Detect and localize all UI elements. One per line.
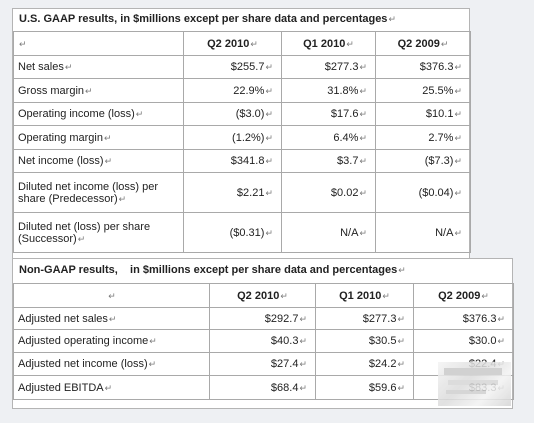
- value-cell: N/A↵: [375, 212, 471, 253]
- value-cell: $30.5↵: [315, 329, 414, 353]
- value-cell: $277.3↵: [315, 307, 414, 330]
- value-cell: $40.3↵: [209, 329, 316, 353]
- value-cell: ($7.3)↵: [375, 149, 471, 173]
- value-cell: $0.02↵: [281, 172, 376, 213]
- table-row: Diluted net income (loss) per share (Pre…: [13, 172, 471, 213]
- row-label-cell: Gross margin↵: [13, 78, 184, 103]
- non-gaap-title: Non-GAAP results, in $millions except pe…: [19, 264, 406, 276]
- table-row: Adjusted net sales↵ $292.7↵ $277.3↵ $376.3↵: [13, 307, 514, 330]
- value-cell: $292.7↵: [209, 307, 316, 330]
- value-cell: $2.21↵: [183, 172, 282, 213]
- value-cell: $68.4↵: [209, 375, 316, 400]
- table-row: Operating margin↵ (1.2%)↵ 6.4%↵ 2.7%↵: [13, 125, 471, 150]
- value-cell: ($0.04)↵: [375, 172, 471, 213]
- value-cell: 2.7%↵: [375, 125, 471, 150]
- table-row: Net sales↵ $255.7↵ $277.3↵ $376.3↵: [13, 55, 471, 79]
- value-cell: 31.8%↵: [281, 78, 376, 103]
- value-cell: ($0.31)↵: [183, 212, 282, 253]
- value-cell: $17.6↵: [281, 102, 376, 126]
- row-label-cell: Diluted net income (loss) per share (Pre…: [13, 172, 184, 213]
- us-gaap-table: ↵ Q2 2010↵ Q1 2010↵ Q2 2009↵ Net sales↵ $…: [13, 31, 471, 253]
- column-header: Q2 2010↵: [183, 31, 282, 56]
- us-gaap-panel: U.S. GAAP results, in $millions except p…: [12, 8, 471, 259]
- value-cell: $10.1↵: [375, 102, 471, 126]
- row-label-cell: Operating income (loss)↵: [13, 102, 184, 126]
- value-cell: 25.5%↵: [375, 78, 471, 103]
- value-cell: (1.2%)↵: [183, 125, 282, 150]
- value-cell: 6.4%↵: [281, 125, 376, 150]
- value-cell: N/A↵: [281, 212, 376, 253]
- table-row: Operating income (loss)↵ ($3.0)↵ $17.6↵ $10…: [13, 102, 471, 126]
- column-header: Q2 2010↵: [209, 283, 316, 308]
- table-row: Gross margin↵ 22.9%↵ 31.8%↵ 25.5%↵: [13, 78, 471, 103]
- value-cell: $59.6↵: [315, 375, 414, 400]
- value-cell: $3.7↵: [281, 149, 376, 173]
- row-label-cell: Net sales↵: [13, 55, 184, 79]
- value-cell: ($3.0)↵: [183, 102, 282, 126]
- row-label-cell: Net income (loss)↵: [13, 149, 184, 173]
- row-label-cell: Adjusted EBITDA↵: [13, 375, 210, 400]
- us-gaap-title: U.S. GAAP results, in $millions except p…: [19, 13, 396, 25]
- value-cell: $341.8↵: [183, 149, 282, 173]
- row-label-cell: Adjusted net sales↵: [13, 307, 210, 330]
- value-cell: 22.9%↵: [183, 78, 282, 103]
- column-header: Q1 2010↵: [315, 283, 414, 308]
- value-cell: $30.0↵: [413, 329, 514, 353]
- table-header-row: ↵ Q2 2010↵ Q1 2010↵ Q2 2009↵: [13, 283, 514, 308]
- value-cell: $24.2↵: [315, 352, 414, 376]
- table-row: Diluted net (loss) per share (Successor)…: [13, 212, 471, 253]
- value-cell: $277.3↵: [281, 55, 376, 79]
- row-label-cell: Adjusted operating income↵: [13, 329, 210, 353]
- row-label-cell: Operating margin↵: [13, 125, 184, 150]
- value-cell: $376.3↵: [375, 55, 471, 79]
- table-row: Net income (loss)↵ $341.8↵ $3.7↵ ($7.3)↵: [13, 149, 471, 173]
- table-row: Adjusted operating income↵ $40.3↵ $30.5↵ $3…: [13, 329, 514, 353]
- row-label-cell: Adjusted net income (loss)↵: [13, 352, 210, 376]
- value-cell: $376.3↵: [413, 307, 514, 330]
- header-blank-cell: ↵: [13, 283, 210, 308]
- value-cell: $27.4↵: [209, 352, 316, 376]
- column-header: Q2 2009↵: [375, 31, 471, 56]
- table-row: Adjusted net income (loss)↵$27.4↵$24.2↵$…: [13, 352, 514, 376]
- header-blank-cell: ↵: [13, 31, 184, 56]
- row-label-cell: Diluted net (loss) per share (Successor)…: [13, 212, 184, 253]
- column-header: Q1 2010↵: [281, 31, 376, 56]
- value-cell: $255.7↵: [183, 55, 282, 79]
- column-header: Q2 2009↵: [413, 283, 514, 308]
- watermark: [438, 362, 511, 406]
- table-header-row: ↵ Q2 2010↵ Q1 2010↵ Q2 2009↵: [13, 31, 471, 56]
